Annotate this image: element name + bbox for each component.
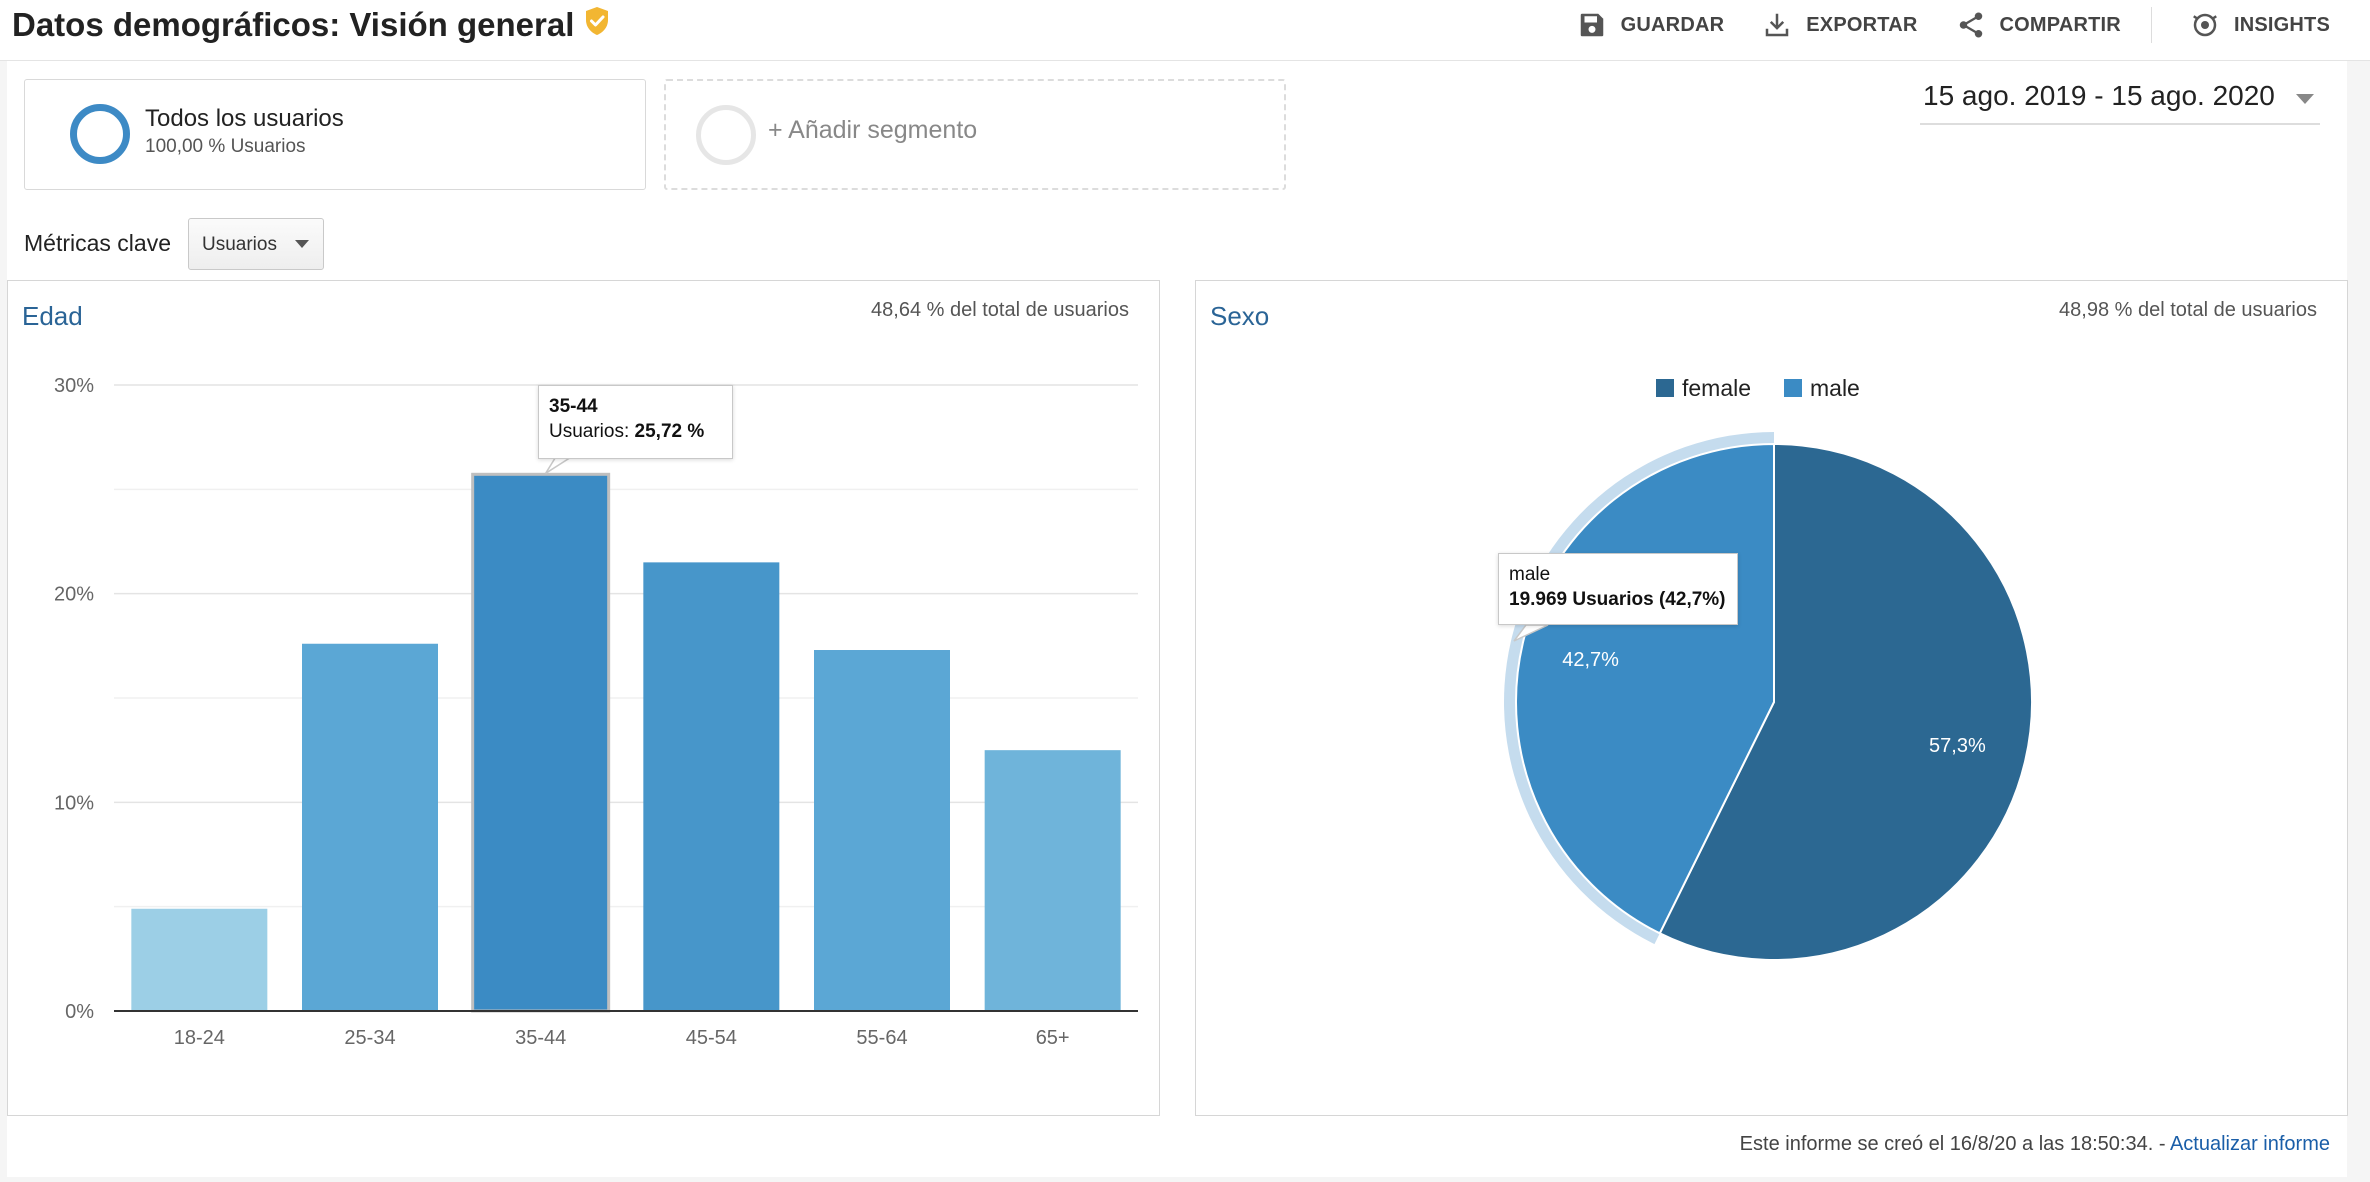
bar-18-24[interactable] xyxy=(131,908,268,1011)
report-footer: Este informe se creó el 16/8/20 a las 18… xyxy=(1740,1133,2330,1156)
report-created-text: Este informe se creó el 16/8/20 a las 18… xyxy=(1739,1133,2166,1155)
metric-select[interactable]: Usuarios xyxy=(188,218,324,270)
insights-label: INSIGHTS xyxy=(2233,13,2330,36)
add-segment-button[interactable]: + Añadir segmento xyxy=(664,79,1286,190)
legend-label-male[interactable]: male xyxy=(1810,375,1860,401)
date-range-text: 15 ago. 2019 - 15 ago. 2020 xyxy=(1923,80,2275,111)
insights-button[interactable]: INSIGHTS xyxy=(2190,10,2330,40)
y-tick-label: 30% xyxy=(54,375,94,397)
segment-subtitle: 100,00 % Usuarios xyxy=(145,136,306,157)
age-bar-chart: 0% 10% 20% 30% 18-24 25-34 35-44 45-54 55-64 65+ xyxy=(54,375,1138,1049)
y-tick-label: 10% xyxy=(54,792,94,814)
pie-legend: female male xyxy=(1656,375,1860,401)
gender-panel: Sexo 48,98 % del total de usuarios femal… xyxy=(1195,280,2348,1116)
gender-tooltip: male 19.969 Usuarios (42,7%) xyxy=(1498,553,1738,625)
age-tooltip-value: 25,72 % xyxy=(634,421,705,442)
save-icon xyxy=(1577,10,1607,40)
export-button[interactable]: EXPORTAR xyxy=(1762,10,1917,40)
header-separator xyxy=(2150,7,2152,43)
x-tick-label: 18-24 xyxy=(174,1027,225,1049)
header-actions: GUARDAR EXPORTAR COMPARTIR INSIGHTS xyxy=(1539,7,2330,43)
gender-panel-title: Sexo xyxy=(1210,301,1270,331)
date-range-picker[interactable]: 15 ago. 2019 - 15 ago. 2020 xyxy=(1920,78,2320,125)
bar-55-64[interactable] xyxy=(814,650,950,1011)
age-panel-title: Edad xyxy=(22,301,83,331)
add-segment-label: + Añadir segmento xyxy=(768,116,978,144)
age-tooltip-label: Usuarios: xyxy=(549,421,630,442)
x-tick-label: 45-54 xyxy=(686,1027,737,1049)
bar-45-54[interactable] xyxy=(643,562,780,1011)
save-label: GUARDAR xyxy=(1620,13,1725,36)
segment-circle-icon xyxy=(70,104,130,164)
gender-tooltip-value: 19.969 Usuarios (42,7%) xyxy=(1509,589,1726,610)
x-tick-label: 35-44 xyxy=(515,1027,566,1049)
x-tick-label: 25-34 xyxy=(344,1027,395,1049)
slice-label-male: 42,7% xyxy=(1562,649,1619,671)
age-panel: Edad 48,64 % del total de usuarios 0% 10%… xyxy=(7,280,1160,1116)
key-metrics-label: Métricas clave xyxy=(24,230,171,256)
x-tick-label: 65+ xyxy=(1036,1027,1070,1049)
export-label: EXPORTAR xyxy=(1806,13,1918,36)
page-title: Datos demográficos: Visión general xyxy=(12,6,610,44)
segment-all-users[interactable]: Todos los usuarios 100,00 % Usuarios xyxy=(24,79,646,190)
y-tick-label: 20% xyxy=(54,584,94,606)
refresh-report-link[interactable]: Actualizar informe xyxy=(2169,1133,2330,1155)
top-header: Datos demográficos: Visión general GUARD… xyxy=(0,0,2370,61)
bar-25-34[interactable] xyxy=(302,643,438,1011)
dropdown-caret-icon xyxy=(295,240,309,248)
insights-icon xyxy=(2190,10,2220,40)
slice-female[interactable] xyxy=(1658,442,2033,961)
age-tooltip: 35-44 Usuarios: 25,72 % xyxy=(538,385,733,459)
legend-label-female[interactable]: female xyxy=(1682,375,1751,401)
gender-panel-note: 48,98 % del total de usuarios xyxy=(2059,299,2317,321)
x-tick-label: 55-64 xyxy=(856,1027,907,1049)
share-button[interactable]: COMPARTIR xyxy=(1956,10,2121,40)
verified-shield-icon xyxy=(584,6,610,44)
gender-tooltip-category: male xyxy=(1509,564,1551,585)
legend-swatch-male xyxy=(1784,379,1802,397)
metric-select-value: Usuarios xyxy=(202,234,277,255)
share-label: COMPARTIR xyxy=(1999,13,2121,36)
y-tick-label: 0% xyxy=(65,1001,94,1023)
page-title-text: Datos demográficos: Visión general xyxy=(12,6,575,43)
age-panel-note: 48,64 % del total de usuarios xyxy=(871,299,1129,321)
tooltip-pointer xyxy=(1513,624,1549,642)
segment-name: Todos los usuarios xyxy=(145,105,344,132)
save-button[interactable]: GUARDAR xyxy=(1577,10,1725,40)
chevron-down-icon xyxy=(2296,94,2314,104)
share-icon xyxy=(1956,10,1986,40)
empty-segment-circle-icon xyxy=(696,105,756,165)
age-tooltip-category: 35-44 xyxy=(549,396,598,417)
slice-label-female: 57,3% xyxy=(1929,735,1986,757)
gender-pie-chart: female male 57,3% 42,7% xyxy=(1504,375,2033,961)
bar-65+[interactable] xyxy=(984,750,1121,1011)
bar-35-44[interactable] xyxy=(471,472,611,1013)
legend-swatch-female xyxy=(1656,379,1674,397)
download-icon xyxy=(1762,10,1792,40)
